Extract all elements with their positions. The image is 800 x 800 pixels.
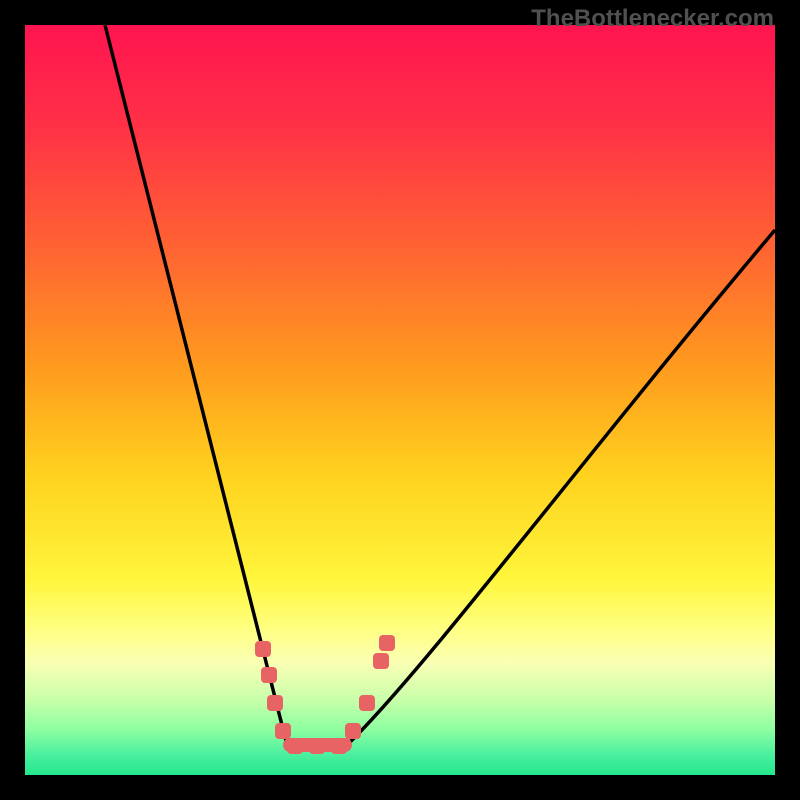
marker-point [345, 723, 361, 739]
marker-container [25, 25, 775, 775]
marker-point [275, 723, 291, 739]
marker-point [261, 667, 277, 683]
marker-point [331, 738, 347, 754]
marker-point [255, 641, 271, 657]
marker-point [359, 695, 375, 711]
chart-frame: TheBottlenecker.com [0, 0, 800, 800]
marker-point [287, 738, 303, 754]
marker-point [373, 653, 389, 669]
plot-area [25, 25, 775, 775]
marker-point [267, 695, 283, 711]
watermark-text: TheBottlenecker.com [531, 5, 774, 33]
marker-point [379, 635, 395, 651]
marker-point [309, 738, 325, 754]
